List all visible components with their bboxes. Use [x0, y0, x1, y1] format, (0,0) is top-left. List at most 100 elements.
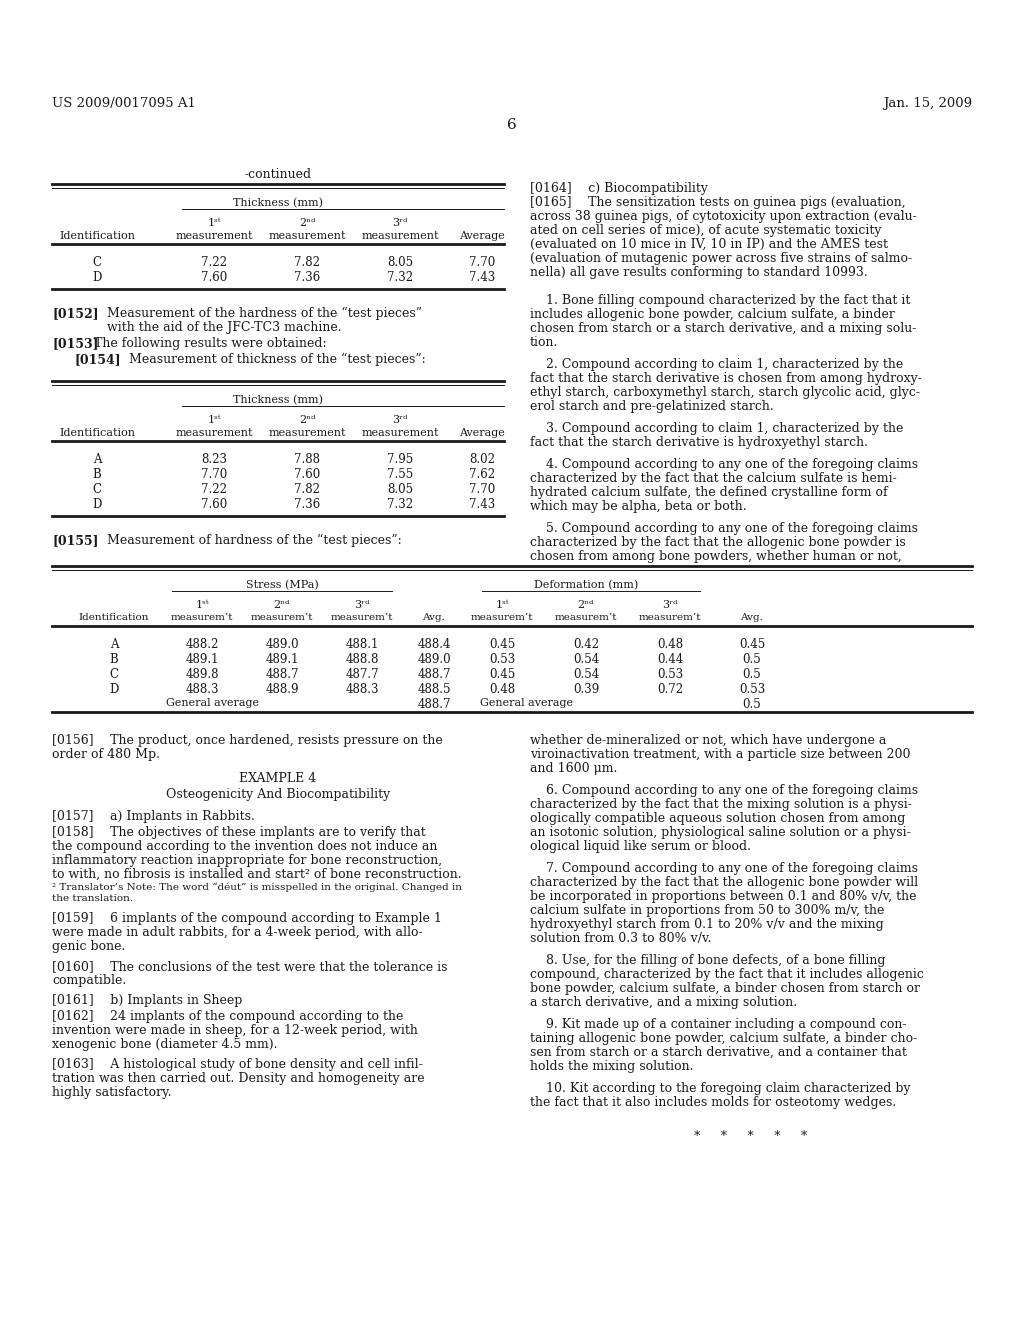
Text: compatible.: compatible.: [52, 974, 126, 987]
Text: 487.7: 487.7: [345, 668, 379, 681]
Text: Avg.: Avg.: [423, 612, 445, 622]
Text: a starch derivative, and a mixing solution.: a starch derivative, and a mixing soluti…: [530, 997, 797, 1008]
Text: across 38 guinea pigs, of cytotoxicity upon extraction (evalu-: across 38 guinea pigs, of cytotoxicity u…: [530, 210, 916, 223]
Text: 2ⁿᵈ: 2ⁿᵈ: [578, 601, 594, 610]
Text: 488.2: 488.2: [185, 638, 219, 651]
Text: 0.54: 0.54: [572, 653, 599, 667]
Text: 7.95: 7.95: [387, 453, 413, 466]
Text: 0.45: 0.45: [739, 638, 765, 651]
Text: Average: Average: [459, 428, 505, 438]
Text: Osteogenicity And Biocompatibility: Osteogenicity And Biocompatibility: [166, 788, 390, 801]
Text: Avg.: Avg.: [740, 612, 764, 622]
Text: 7.70: 7.70: [469, 483, 496, 496]
Text: taining allogenic bone powder, calcium sulfate, a binder cho-: taining allogenic bone powder, calcium s…: [530, 1032, 918, 1045]
Text: [0155]: [0155]: [52, 535, 98, 546]
Text: holds the mixing solution.: holds the mixing solution.: [530, 1060, 693, 1073]
Text: to with, no fibrosis is installed and start² of bone reconstruction.: to with, no fibrosis is installed and st…: [52, 869, 462, 880]
Text: characterized by the fact that the allogenic bone powder will: characterized by the fact that the allog…: [530, 876, 919, 888]
Text: 7.70: 7.70: [469, 256, 496, 269]
Text: 0.72: 0.72: [657, 682, 683, 696]
Text: 0.48: 0.48: [657, 638, 683, 651]
Text: EXAMPLE 4: EXAMPLE 4: [240, 772, 316, 785]
Text: 7.36: 7.36: [294, 271, 321, 284]
Text: Identification: Identification: [79, 612, 150, 622]
Text: 489.1: 489.1: [185, 653, 219, 667]
Text: bone powder, calcium sulfate, a binder chosen from starch or: bone powder, calcium sulfate, a binder c…: [530, 982, 920, 995]
Text: ² Translator’s Note: The word “déut” is misspelled in the original. Changed in: ² Translator’s Note: The word “déut” is …: [52, 882, 462, 891]
Text: 488.3: 488.3: [185, 682, 219, 696]
Text: chosen from starch or a starch derivative, and a mixing solu-: chosen from starch or a starch derivativ…: [530, 322, 916, 335]
Text: 0.53: 0.53: [488, 653, 515, 667]
Text: 0.5: 0.5: [742, 668, 762, 681]
Text: the translation.: the translation.: [52, 894, 133, 903]
Text: 5. Compound according to any one of the foregoing claims: 5. Compound according to any one of the …: [530, 521, 918, 535]
Text: 8.23: 8.23: [201, 453, 227, 466]
Text: 4. Compound according to any one of the foregoing claims: 4. Compound according to any one of the …: [530, 458, 919, 471]
Text: 7. Compound according to any one of the foregoing claims: 7. Compound according to any one of the …: [530, 862, 918, 875]
Text: 488.4: 488.4: [417, 638, 451, 651]
Text: fact that the starch derivative is chosen from among hydroxy-: fact that the starch derivative is chose…: [530, 372, 922, 385]
Text: B: B: [110, 653, 119, 667]
Text: 3ʳᵈ: 3ʳᵈ: [663, 601, 678, 610]
Text: 488.8: 488.8: [345, 653, 379, 667]
Text: 7.60: 7.60: [294, 469, 321, 480]
Text: 489.8: 489.8: [185, 668, 219, 681]
Text: genic bone.: genic bone.: [52, 940, 125, 953]
Text: [0161]  b) Implants in Sheep: [0161] b) Implants in Sheep: [52, 994, 243, 1007]
Text: 7.32: 7.32: [387, 498, 413, 511]
Text: Measurement of the hardness of the “test pieces”: Measurement of the hardness of the “test…: [106, 308, 422, 321]
Text: US 2009/0017095 A1: US 2009/0017095 A1: [52, 96, 196, 110]
Text: 0.53: 0.53: [656, 668, 683, 681]
Text: -continued: -continued: [245, 168, 311, 181]
Text: an isotonic solution, physiological saline solution or a physi-: an isotonic solution, physiological sali…: [530, 826, 910, 840]
Text: 0.5: 0.5: [742, 653, 762, 667]
Text: C: C: [110, 668, 119, 681]
Text: sen from starch or a starch derivative, and a container that: sen from starch or a starch derivative, …: [530, 1045, 907, 1059]
Text: 7.32: 7.32: [387, 271, 413, 284]
Text: 3ʳᵈ: 3ʳᵈ: [392, 218, 408, 228]
Text: viroinactivation treatment, with a particle size between 200: viroinactivation treatment, with a parti…: [530, 748, 910, 762]
Text: [0153]: [0153]: [52, 337, 98, 350]
Text: characterized by the fact that the calcium sulfate is hemi-: characterized by the fact that the calci…: [530, 473, 897, 484]
Text: B: B: [92, 469, 101, 480]
Text: which may be alpha, beta or both.: which may be alpha, beta or both.: [530, 500, 746, 513]
Text: 3ʳᵈ: 3ʳᵈ: [392, 414, 408, 425]
Text: invention were made in sheep, for a 12-week period, with: invention were made in sheep, for a 12-w…: [52, 1024, 418, 1038]
Text: [0165]  The sensitization tests on guinea pigs (evaluation,: [0165] The sensitization tests on guinea…: [530, 195, 905, 209]
Text: 1. Bone filling compound characterized by the fact that it: 1. Bone filling compound characterized b…: [530, 294, 910, 308]
Text: xenogenic bone (diameter 4.5 mm).: xenogenic bone (diameter 4.5 mm).: [52, 1038, 278, 1051]
Text: 7.60: 7.60: [201, 498, 227, 511]
Text: 1ˢᵗ: 1ˢᵗ: [196, 601, 209, 610]
Text: *   *   *   *   *: * * * * *: [694, 1130, 808, 1143]
Text: solution from 0.3 to 80% v/v.: solution from 0.3 to 80% v/v.: [530, 932, 712, 945]
Text: nella) all gave results conforming to standard 10993.: nella) all gave results conforming to st…: [530, 267, 867, 279]
Text: 488.1: 488.1: [345, 638, 379, 651]
Text: General average: General average: [480, 698, 573, 708]
Text: erol starch and pre-gelatinized starch.: erol starch and pre-gelatinized starch.: [530, 400, 774, 413]
Text: the compound according to the invention does not induce an: the compound according to the invention …: [52, 840, 437, 853]
Text: chosen from among bone powders, whether human or not,: chosen from among bone powders, whether …: [530, 550, 902, 564]
Text: [0162]  24 implants of the compound according to the: [0162] 24 implants of the compound accor…: [52, 1010, 403, 1023]
Text: 2ⁿᵈ: 2ⁿᵈ: [299, 414, 315, 425]
Text: D: D: [110, 682, 119, 696]
Text: measurem’t: measurem’t: [471, 612, 534, 622]
Text: 0.44: 0.44: [656, 653, 683, 667]
Text: measurem’t: measurem’t: [171, 612, 233, 622]
Text: 0.39: 0.39: [572, 682, 599, 696]
Text: measurem’t: measurem’t: [639, 612, 701, 622]
Text: 488.9: 488.9: [265, 682, 299, 696]
Text: Identification: Identification: [59, 428, 135, 438]
Text: Identification: Identification: [59, 231, 135, 242]
Text: 10. Kit according to the foregoing claim characterized by: 10. Kit according to the foregoing claim…: [530, 1082, 910, 1096]
Text: 488.3: 488.3: [345, 682, 379, 696]
Text: 9. Kit made up of a container including a compound con-: 9. Kit made up of a container including …: [530, 1018, 906, 1031]
Text: measurem’t: measurem’t: [251, 612, 313, 622]
Text: order of 480 Mp.: order of 480 Mp.: [52, 748, 160, 762]
Text: and 1600 μm.: and 1600 μm.: [530, 762, 617, 775]
Text: [0154]: [0154]: [74, 352, 121, 366]
Text: with the aid of the JFC-TC3 machine.: with the aid of the JFC-TC3 machine.: [106, 321, 342, 334]
Text: Deformation (mm): Deformation (mm): [534, 579, 638, 590]
Text: 7.36: 7.36: [294, 498, 321, 511]
Text: ologically compatible aqueous solution chosen from among: ologically compatible aqueous solution c…: [530, 812, 905, 825]
Text: 3. Compound according to claim 1, characterized by the: 3. Compound according to claim 1, charac…: [530, 422, 903, 436]
